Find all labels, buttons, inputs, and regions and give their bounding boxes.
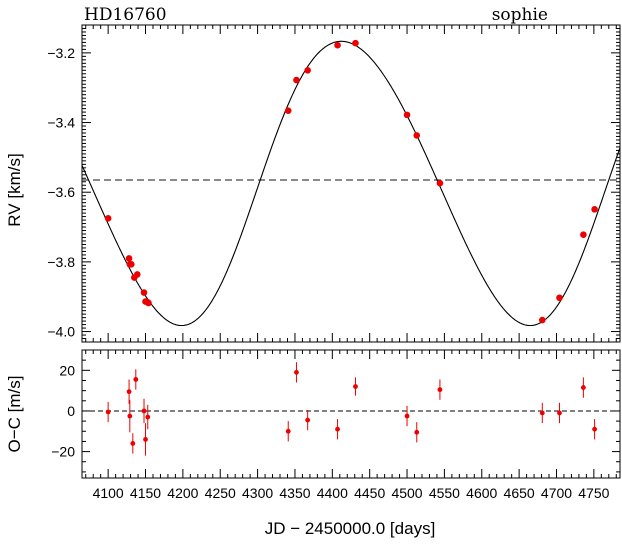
- rv-y-ticks: −4.0 −3.8 −3.6 −3.4 −3.2: [47, 24, 620, 343]
- residual-point: [143, 436, 148, 442]
- rv-point: [591, 205, 598, 213]
- residual-point: [285, 428, 291, 434]
- y-tick-label: −20: [51, 444, 75, 460]
- rv-y-axis-label: RV [km/s]: [5, 153, 24, 226]
- residual-y-ticks: −20 0 20: [51, 359, 620, 473]
- rv-panel: −4.0 −3.8 −3.6 −3.4 −3.2 HD16760 sophie RV […: [5, 5, 621, 343]
- residual-point: [294, 369, 299, 375]
- residual-panel-frame: [81, 349, 621, 479]
- x-tick-label: 4600: [466, 485, 497, 501]
- y-tick-label: −4.0: [47, 324, 75, 340]
- residual-point: [557, 410, 562, 416]
- orbit-model-curve: [81, 40, 621, 327]
- residual-point: [305, 417, 311, 423]
- x-tick-label: 4100: [93, 485, 124, 501]
- rv-point: [284, 107, 292, 114]
- rv-point: [140, 289, 148, 296]
- rv-point: [538, 316, 546, 324]
- rv-point: [556, 294, 563, 302]
- x-tick-label: 4500: [391, 485, 422, 501]
- residual-x-ticks: 4100 4150 4200 4250 4300 4350 4400 4450 4500 4550…: [85, 350, 617, 501]
- residual-point: [414, 429, 420, 435]
- x-tick-label: 4650: [504, 485, 535, 501]
- y-tick-label: −3.2: [47, 45, 75, 61]
- residual-point: [141, 408, 147, 414]
- residual-point: [105, 409, 111, 415]
- rv-point: [145, 299, 152, 307]
- rv-point: [293, 76, 300, 84]
- rv-panel-frame: [81, 24, 621, 343]
- rv-x-ticks: [85, 25, 617, 342]
- y-tick-label: 0: [67, 403, 75, 419]
- y-tick-label: −3.6: [47, 184, 75, 200]
- rv-data-points: [104, 39, 598, 324]
- rv-point: [104, 215, 112, 222]
- residual-point: [437, 387, 443, 393]
- x-tick-label: 4150: [130, 485, 161, 501]
- y-tick-label: 20: [59, 362, 75, 378]
- instrument-label: sophie: [492, 5, 548, 25]
- residual-point: [130, 441, 136, 446]
- residual-point: [592, 426, 597, 432]
- rv-point: [436, 179, 444, 187]
- residual-data-points: [105, 362, 597, 456]
- chart-title: HD16760: [84, 5, 167, 25]
- residual-point: [145, 414, 151, 420]
- rv-point: [413, 132, 421, 139]
- x-tick-label: 4750: [578, 485, 609, 501]
- x-tick-label: 4550: [429, 485, 460, 501]
- residual-point: [127, 413, 133, 419]
- rv-point: [125, 255, 133, 262]
- residual-point: [133, 377, 139, 382]
- x-tick-label: 4400: [317, 485, 348, 501]
- residual-point: [539, 410, 545, 416]
- rv-point: [403, 111, 411, 119]
- residual-point: [580, 385, 586, 390]
- residual-point: [126, 389, 132, 395]
- x-tick-label: 4250: [205, 485, 236, 501]
- rv-point: [133, 271, 141, 278]
- x-tick-label: 4700: [541, 485, 572, 501]
- x-tick-label: 4350: [279, 485, 310, 501]
- rv-point: [334, 41, 341, 49]
- rv-point: [128, 261, 135, 268]
- y-tick-label: −3.8: [47, 254, 75, 270]
- rv-point: [304, 66, 311, 74]
- x-axis-label: JD − 2450000.0 [days]: [265, 519, 436, 538]
- y-tick-label: −3.4: [47, 115, 75, 131]
- residual-point: [353, 384, 358, 389]
- x-tick-label: 4300: [242, 485, 273, 501]
- x-tick-label: 4450: [354, 485, 385, 501]
- rv-point: [580, 231, 587, 239]
- x-tick-label: 4200: [167, 485, 198, 501]
- residual-point: [335, 426, 340, 432]
- rv-point: [352, 39, 359, 47]
- residual-point: [404, 413, 410, 419]
- residual-y-axis-label: O−C [m/s]: [5, 376, 24, 453]
